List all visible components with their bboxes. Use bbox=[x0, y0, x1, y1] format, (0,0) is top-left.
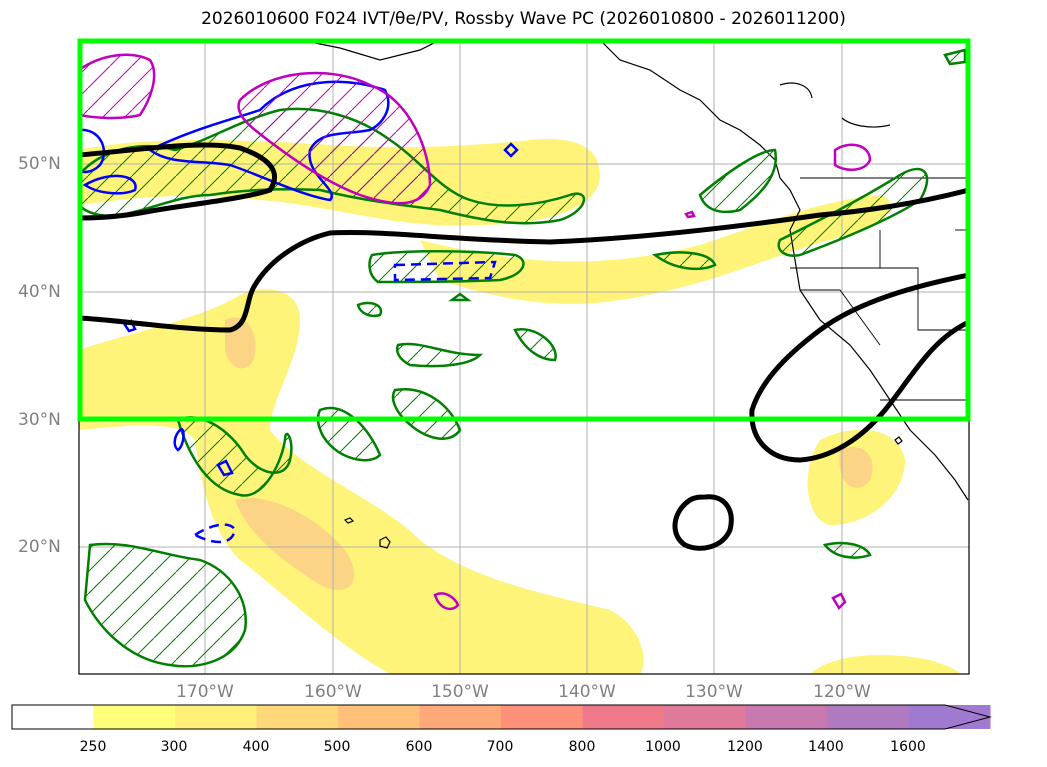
lon-label-170w: 170°W bbox=[176, 682, 234, 702]
colorbar-segment bbox=[501, 705, 583, 729]
colorbar-extend-arrow bbox=[908, 705, 990, 729]
highlight-box bbox=[77, 38, 971, 422]
colorbar-tick-500: 500 bbox=[323, 739, 351, 755]
colorbar-segment-below bbox=[12, 705, 94, 729]
lat-label-40: 40°N bbox=[18, 282, 61, 302]
colorbar-tick-800: 800 bbox=[568, 739, 596, 755]
colorbar-tick-250: 250 bbox=[79, 739, 107, 755]
colorbar-tick-600: 600 bbox=[405, 739, 433, 755]
map-title: 2026010600 F024 IVT/θe/PV, Rossby Wave P… bbox=[201, 9, 846, 29]
lat-label-30: 30°N bbox=[18, 410, 61, 430]
state-borders bbox=[790, 177, 969, 401]
colorbar-outline bbox=[11, 704, 992, 730]
rossby-contours bbox=[79, 142, 969, 551]
lon-label-130w: 130°W bbox=[685, 682, 743, 702]
magenta-contours bbox=[79, 53, 872, 611]
lon-label-120w: 120°W bbox=[813, 682, 871, 702]
colorbar-segment bbox=[175, 705, 257, 729]
colorbar-segment bbox=[745, 705, 828, 729]
coastlines bbox=[299, 40, 969, 549]
colorbar-tick-300: 300 bbox=[160, 739, 188, 755]
colorbar-tick-1600: 1600 bbox=[890, 739, 926, 755]
colorbar-tick-1400: 1400 bbox=[808, 739, 844, 755]
colorbar-tick-1000: 1000 bbox=[645, 739, 681, 755]
colorbar-tick-1200: 1200 bbox=[727, 739, 763, 755]
colorbar-segment bbox=[582, 705, 665, 729]
colorbar-segment bbox=[664, 705, 746, 729]
lon-label-160w: 160°W bbox=[304, 682, 362, 702]
lon-label-140w: 140°W bbox=[558, 682, 616, 702]
colorbar-segment bbox=[419, 705, 502, 729]
colorbar-segment bbox=[93, 705, 176, 729]
lat-label-20: 20°N bbox=[18, 537, 61, 557]
lat-label-50: 50°N bbox=[18, 154, 61, 174]
colorbar-segment bbox=[338, 705, 420, 729]
colorbar-tick-400: 400 bbox=[242, 739, 270, 755]
colorbar bbox=[11, 704, 992, 730]
colorbar-segment bbox=[827, 705, 909, 729]
colorbar-segment bbox=[256, 705, 339, 729]
lon-label-150w: 150°W bbox=[431, 682, 489, 702]
colorbar-tick-700: 700 bbox=[486, 739, 514, 755]
